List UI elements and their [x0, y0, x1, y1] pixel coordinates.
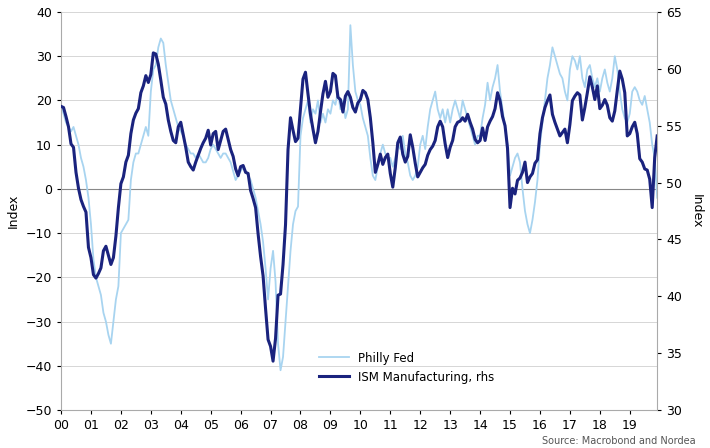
Legend: Philly Fed, ISM Manufacturing, rhs: Philly Fed, ISM Manufacturing, rhs	[315, 347, 499, 388]
Y-axis label: Index: Index	[690, 194, 703, 228]
Y-axis label: Index: Index	[7, 194, 20, 228]
Text: Source: Macrobond and Nordea: Source: Macrobond and Nordea	[542, 436, 696, 446]
